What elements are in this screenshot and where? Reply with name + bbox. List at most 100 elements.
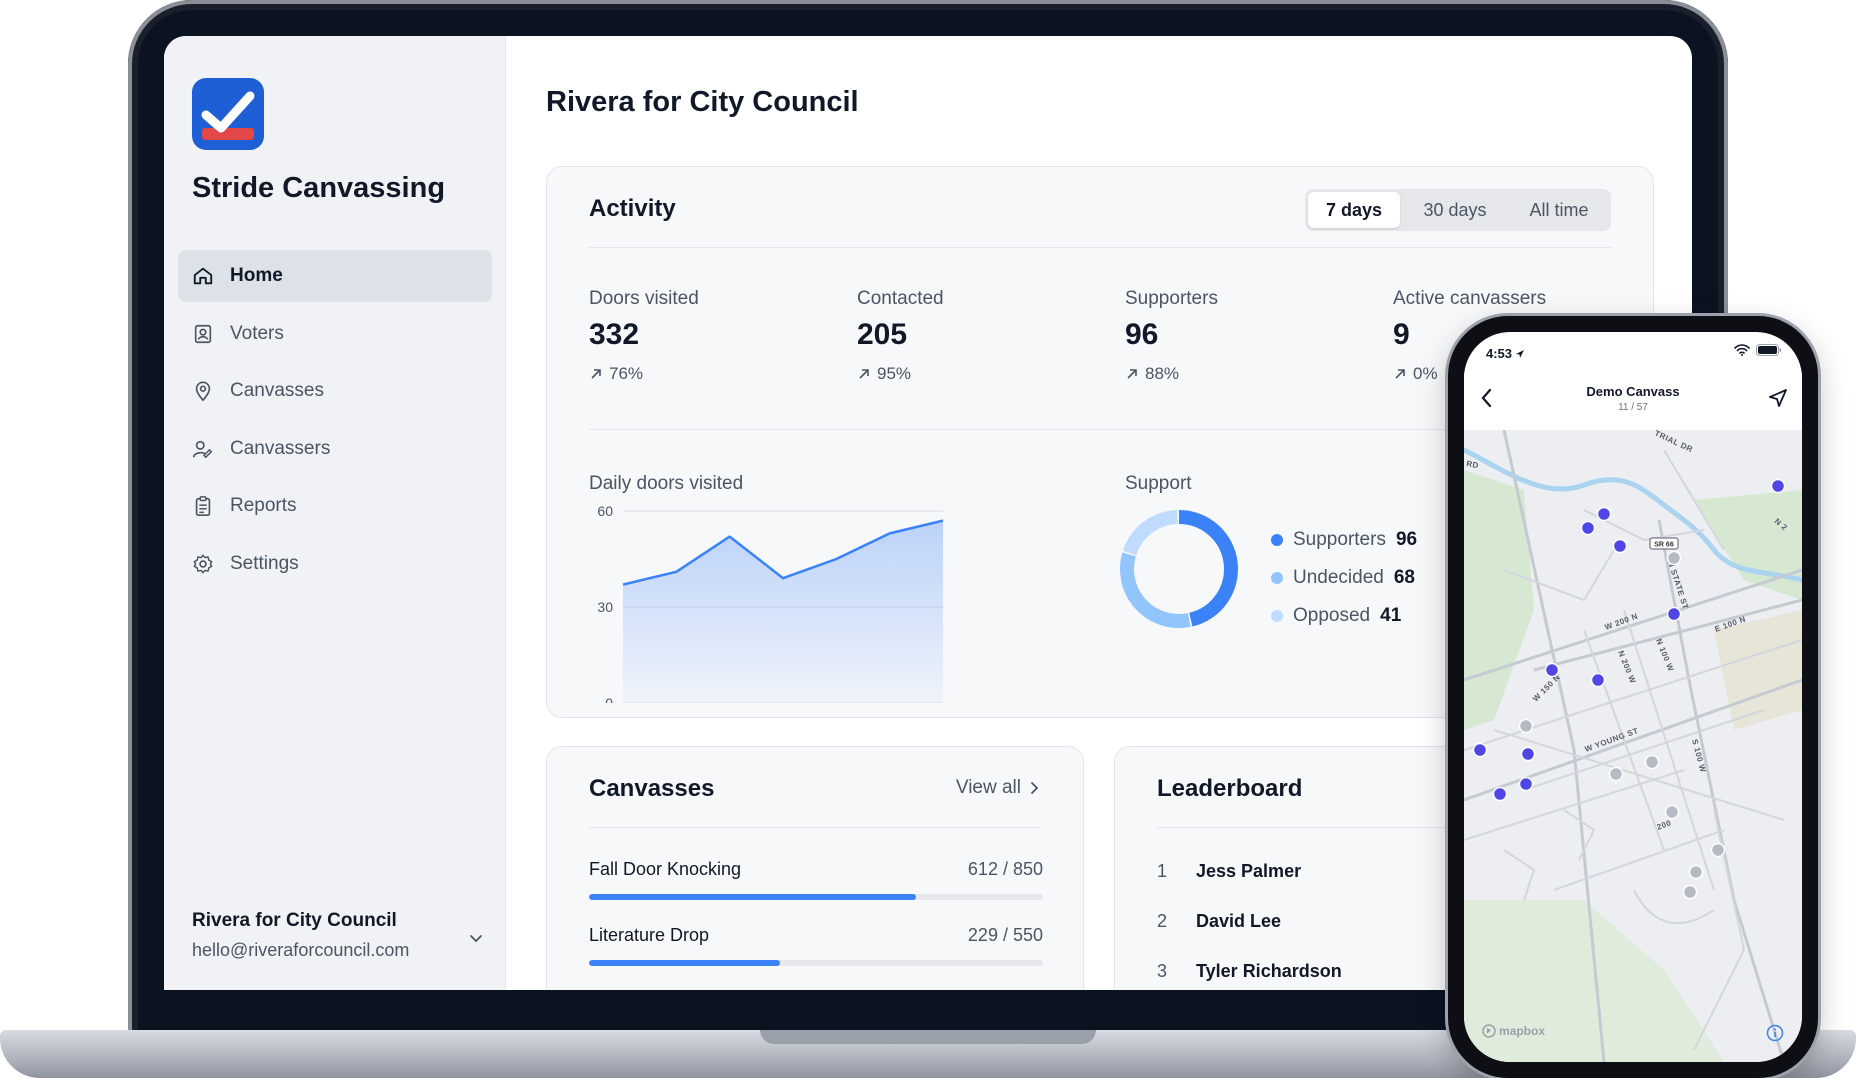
legend-dot [1271,572,1283,584]
voter-pin-pending[interactable] [1666,550,1682,566]
voter-pin-pending[interactable] [1644,754,1660,770]
canvass-map[interactable]: W 200 N W 150 N N 200 W N 100 W W YOUNG … [1464,429,1802,1062]
sidebar-item-settings[interactable]: Settings [178,538,492,590]
voter-pin-visited[interactable] [1520,746,1536,762]
daily-doors-title: Daily doors visited [589,473,744,494]
legend-dot [1271,534,1283,546]
canvass-progress-count: 11 / 57 [1618,402,1648,413]
voter-pin-visited[interactable] [1472,742,1488,758]
sidebar-item-reports[interactable]: Reports [178,480,492,532]
view-all-label: View all [955,777,1021,798]
voter-pin-pending[interactable] [1664,804,1680,820]
phone-nav-bar: Demo Canvass 11 / 57 [1464,372,1802,430]
sidebar-item-canvassers[interactable]: Canvassers [178,423,492,475]
voter-pin-visited[interactable] [1590,672,1606,688]
phone-screen: 4:53 Demo Canvass 11 / 57 [1464,332,1802,1062]
sidebar-item-voters[interactable]: Voters [178,308,492,360]
gear-icon [193,554,213,573]
canvass-item[interactable]: Fall Door Knocking 612 / 850 [589,859,1043,900]
stat-label: Contacted [857,288,944,309]
range-7-days-button[interactable]: 7 days [1308,192,1400,228]
back-chevron-icon[interactable] [1480,388,1492,408]
activity-title: Activity [589,195,676,222]
range-30-days-button[interactable]: 30 days [1423,199,1487,220]
divider [589,429,1611,430]
divider [589,247,1611,248]
navigation-arrow-icon[interactable] [1768,388,1788,408]
park-area [1464,470,1534,730]
app-name: Stride Canvassing [192,172,446,204]
leaderboard-row: 1 Jess Palmer [1157,861,1301,882]
voter-pin-visited[interactable] [1518,776,1534,792]
account-switcher[interactable]: Rivera for City Council hello@riveraforc… [192,910,492,961]
arrow-up-right-icon [1395,369,1405,379]
voter-pin-pending[interactable] [1608,766,1624,782]
logo-stripe [202,128,254,140]
stat-delta-value: 0% [1413,364,1438,383]
voter-pin-pending[interactable] [1518,718,1534,734]
voter-pin-pending[interactable] [1682,884,1698,900]
voter-pin-visited[interactable] [1596,506,1612,522]
sidebar-item-label: Settings [230,552,299,574]
canvass-item[interactable]: Literature Drop 229 / 550 [589,925,1043,966]
leader-rank: 3 [1157,961,1168,981]
street-label: N 100 W [1654,637,1675,672]
stat-delta: 0% [1393,364,1643,384]
view-all-link[interactable]: View all [956,777,1039,799]
y-tick-label: 30 [597,599,613,615]
sidebar-item-label: Voters [230,322,284,344]
voter-pin-visited[interactable] [1666,606,1682,622]
dashboard-screen: Stride Canvassing Home Voters Canvasses … [164,36,1692,990]
legend-value: 68 [1393,567,1415,588]
legend-item-opposed: Opposed 41 [1271,597,1417,635]
route-shield: SR 66 [1649,537,1679,550]
map-canvas: W 200 N W 150 N N 200 W N 100 W W YOUNG … [1464,429,1802,1062]
voter-pin-pending[interactable] [1710,842,1726,858]
stat-delta: 88% [1125,364,1375,384]
y-tick-label: 60 [597,503,613,519]
legend-value: 41 [1380,605,1402,626]
stat-delta-value: 88% [1145,364,1180,383]
street-label: W 150 N [1531,673,1562,704]
stat-value: 96 [1125,318,1159,351]
canvass-count: 612 / 850 [967,859,1043,879]
leaderboard-row: 3 Tyler Richardson [1157,961,1342,982]
voter-pin-pending[interactable] [1688,864,1704,880]
voter-pin-visited[interactable] [1492,786,1508,802]
canvasses-title: Canvasses [589,775,715,802]
stat-delta: 76% [589,364,839,384]
sidebar-item-label: Canvasses [230,380,324,401]
arrow-up-right-icon [591,369,601,379]
canvass-progress-fill [589,894,916,900]
voter-pin-visited[interactable] [1544,662,1560,678]
canvass-title: Demo Canvass [1586,384,1680,399]
voter-pin-visited[interactable] [1770,478,1786,494]
voter-pin-visited[interactable] [1612,538,1628,554]
canvass-name: Fall Door Knocking [589,859,742,879]
stat-label: Active canvassers [1393,288,1547,309]
stat-delta-value: 76% [609,364,644,383]
phone-frame: 4:53 Demo Canvass 11 / 57 [1448,316,1818,1078]
chart-series-line [622,519,944,586]
sidebar-item-home[interactable]: Home [178,250,492,302]
voter-pin-visited[interactable] [1580,520,1596,536]
sidebar-item-canvasses[interactable]: Canvasses [178,365,492,417]
battery-icon [1756,344,1782,356]
legend-label: Opposed [1293,605,1371,626]
stat-active-canvassers: Active canvassers 9 0% [1393,288,1643,384]
info-icon[interactable] [1766,1024,1784,1042]
divider [1157,827,1611,828]
users-icon [193,440,213,458]
legend-item-undecided: Undecided 68 [1271,559,1417,597]
leader-rank: 2 [1157,911,1168,931]
leader-name: David Lee [1196,911,1282,931]
donut-slice-supporters [1178,510,1238,627]
legend-value: 96 [1395,529,1418,550]
range-selector: 7 days 30 days All time [1305,189,1611,231]
stat-value: 9 [1393,318,1410,351]
chart-area [623,520,943,703]
stat-delta-value: 95% [877,364,912,383]
range-all-time-button[interactable]: All time [1529,199,1589,220]
major-roads [1464,429,1802,1062]
app-logo [192,78,264,150]
